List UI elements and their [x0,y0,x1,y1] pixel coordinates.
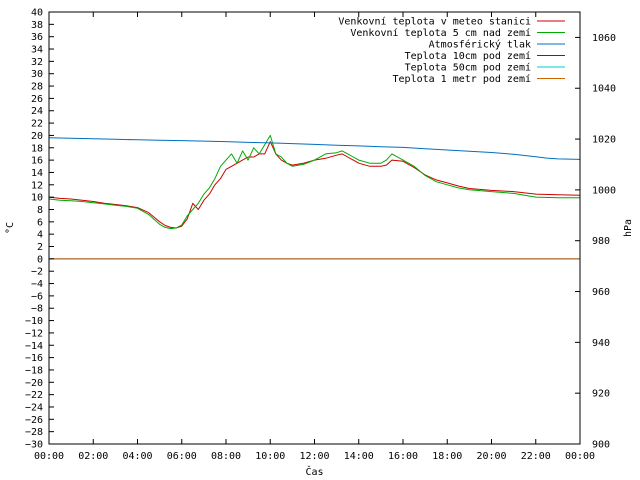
x-tick-label: 18:00 [432,451,462,462]
legend-label: Teplota 50cm pod zemí [405,62,531,74]
y-tick-label: 20 [31,131,43,142]
legend-label: Teplota 10cm pod zemí [405,50,531,62]
y-axis-right: 1060 1040 1020 1000 980 960 940 920 900 [575,33,616,451]
x-axis-title: Čas [305,465,323,478]
x-tick-label: 22:00 [521,451,551,462]
y-tick-label: 24 [31,106,43,117]
y-tick-label: −20 [25,378,43,389]
series-line-venkovní-teplota-v-meteo-stanici [48,141,581,229]
legend-label: Venkovní teplota v meteo stanici [338,16,531,28]
y-tick-label: −30 [25,440,43,451]
y-tick-label: 4 [37,230,43,241]
y-tick-label: −26 [25,415,43,426]
y-tick-label: −2 [31,267,43,278]
y-tick-label: −24 [25,402,43,413]
y-tick-label: −4 [31,279,43,290]
y-tick-label: 8 [37,205,43,216]
y2-tick-label: 900 [592,440,610,451]
y-tick-label: 32 [31,57,43,68]
y2-tick-label: 1000 [592,185,616,196]
x-tick-label: 20:00 [476,451,506,462]
y-tick-label: 6 [37,217,43,228]
x-tick-label: 00:00 [565,451,595,462]
y-tick-label: 28 [31,82,43,93]
legend-label: Venkovní teplota 5 cm nad zemí [350,27,531,39]
x-tick-label: 12:00 [299,451,329,462]
legend-label: Atmosférický tlak [429,39,531,51]
x-tick-label: 00:00 [34,451,64,462]
y-tick-label: 38 [31,20,43,31]
x-tick-label: 16:00 [388,451,418,462]
y2-tick-label: 980 [592,236,610,247]
y-tick-label: 12 [31,180,43,191]
y-tick-label: 34 [31,45,43,56]
y2-tick-label: 1060 [592,33,616,44]
y-tick-label: −10 [25,316,43,327]
x-tick-label: 14:00 [344,451,374,462]
y-tick-label: 22 [31,119,43,130]
y-tick-label: −16 [25,353,43,364]
series-line-atmosférický-tlak [48,137,581,160]
y-tick-label: 16 [31,156,43,167]
y-tick-label: −22 [25,390,43,401]
y-tick-label: 0 [37,254,43,265]
x-tick-label: 06:00 [167,451,197,462]
y2-tick-label: 1020 [592,135,616,146]
y-tick-label: −6 [31,291,43,302]
y-tick-label: 36 [31,32,43,43]
x-axis: 00:00 02:00 04:00 06:00 08:00 10:00 12:00 14:00… [34,12,595,462]
y-axis-left-title: °C [5,222,16,234]
y-tick-label: −12 [25,328,43,339]
x-tick-label: 08:00 [211,451,241,462]
y-tick-label: −18 [25,365,43,376]
y-tick-label: 2 [37,242,43,253]
y-tick-label: 10 [31,193,43,204]
y-tick-label: 30 [31,69,43,80]
x-tick-label: 04:00 [122,451,152,462]
x-tick-label: 10:00 [255,451,285,462]
y-tick-label: 26 [31,94,43,105]
y-tick-label: 40 [31,8,43,19]
x-tick-label: 02:00 [78,451,108,462]
y-tick-label: 18 [31,143,43,154]
y-tick-label: 14 [31,168,43,179]
y2-tick-label: 940 [592,338,610,349]
legend-label: Teplota 1 metr pod zemí [393,73,531,85]
y-axis-left: 4038363432302826242220181614121086420−2−… [25,8,54,451]
y-tick-label: −28 [25,427,43,438]
y2-tick-label: 1040 [592,84,616,95]
legend: Venkovní teplota v meteo staniciVenkovní… [338,16,565,85]
series-layer [48,134,581,260]
y-tick-label: −14 [25,341,43,352]
y-axis-right-title: hPa [623,219,634,237]
series-line-venkovní-teplota-5-cm-nad-zemí [48,134,580,230]
y-tick-label: −8 [31,304,43,315]
y2-tick-label: 920 [592,389,610,400]
y2-tick-label: 960 [592,287,610,298]
